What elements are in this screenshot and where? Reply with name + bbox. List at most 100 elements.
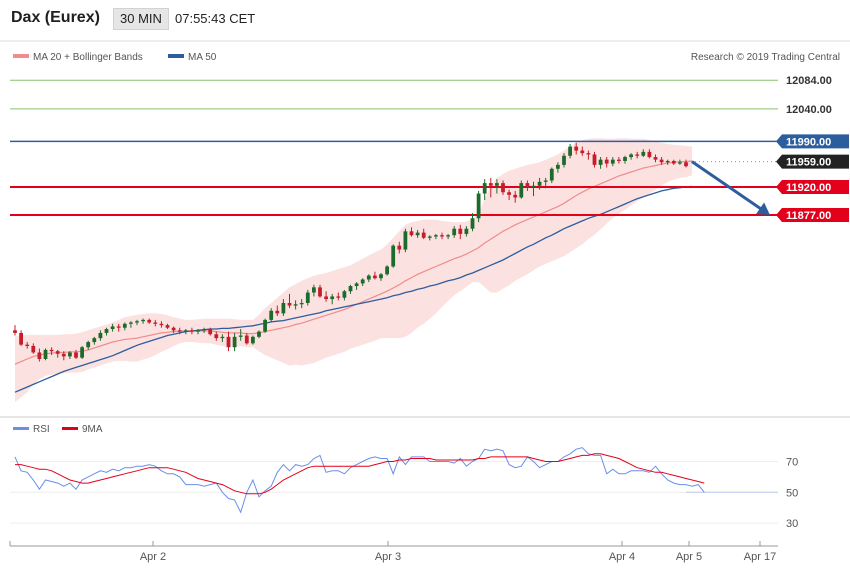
candle-body [281,302,286,314]
candle-body [427,236,432,238]
candle-body [409,231,414,236]
candle-body [141,319,145,322]
level-label-target: 12084.00 [786,75,832,87]
candle-body [330,296,335,300]
candle-body [354,283,359,287]
time-axis: Apr 2 Apr 3 Apr 4 Apr 5 Apr 17 [9,541,778,563]
candle-body [684,162,688,167]
candle-body [617,159,621,161]
candle-body [537,181,542,186]
candle-body [275,310,280,314]
candle-body [37,352,42,359]
candle-body [31,345,36,353]
candle-body [452,228,457,236]
candle-body [196,330,200,332]
rsi-panel: 30 50 70 [10,447,798,530]
bollinger-band [15,138,693,402]
level-box-last-price [776,154,849,169]
ma50-legend-label: MA 50 [188,52,217,63]
candle-body [379,274,383,279]
candle-body [226,336,231,348]
candle-body [129,322,133,324]
candle-body [678,162,682,164]
candle-body [531,185,536,188]
candle-body [214,334,219,339]
candle-body [19,332,23,345]
candle-body [610,159,615,164]
candle-body [251,336,255,344]
timeframe-badge[interactable]: 30 MIN [113,8,169,30]
level-box-support [776,208,849,223]
time-axis-label: Apr 17 [744,551,776,563]
rsi-ma-legend-swatch [62,427,78,430]
level-label-support: 11920.00 [786,182,831,194]
candle-body [525,183,530,188]
candle-body [543,180,548,182]
candle-body [299,302,304,305]
candle-body [171,327,176,331]
candle-body [305,292,310,303]
candle-body [415,232,420,236]
time-axis-label: Apr 5 [676,551,702,563]
forecast-arrow-shaft [691,160,765,213]
ma50-legend-swatch [168,54,184,58]
level-label-support: 11877.00 [786,210,831,222]
candle-body [244,335,249,344]
rsi-legend-swatch [13,427,29,430]
candle-body [391,245,396,267]
candle-body [653,157,658,160]
level-label-pivot: 11990.00 [786,136,831,148]
candle-body [25,344,30,346]
candle-body [665,160,670,163]
candle-body [373,275,377,279]
candle-body [104,329,109,333]
rsi-ma-line [15,453,705,495]
level-label-target: 12040.00 [786,104,832,116]
candle-body [580,150,585,154]
rsi-tick-label: 70 [786,457,798,469]
candle-body [98,332,103,339]
candle-body [598,159,603,165]
rsi-legend: RSI 9MA [13,424,103,435]
main-legend: MA 20 + Bollinger Bands MA 50 Research ©… [13,52,840,63]
candle-body [501,183,505,193]
bollinger-legend-label: MA 20 + Bollinger Bands [33,52,143,63]
level-box-support [776,180,849,195]
time-axis-label: Apr 3 [375,551,401,563]
chart-header: Dax (Eurex) 30 MIN 07:55:43 CET [0,0,850,38]
candle-body [55,351,60,354]
candle-body [122,323,127,328]
candle-body [513,194,518,198]
bollinger-legend-swatch [13,54,29,58]
candle-body [318,287,322,297]
credit-text: Research © 2019 Trading Central [691,52,840,63]
candle-body [232,336,237,348]
candle-body [287,302,292,306]
candle-body [446,235,450,237]
candle-body [220,336,225,339]
price-panel: 12084.00 12040.00 11990.00 11959.00 11920.00… [10,75,849,402]
level-box-pivot [776,134,849,149]
candle-body [202,329,206,331]
candle-body [324,296,328,300]
candle-body [208,329,213,335]
candle-body [488,183,493,186]
candle-body [647,151,652,158]
candle-body [574,146,579,151]
candle-body [293,304,298,306]
rsi-tick-label: 50 [786,487,798,499]
candle-body [592,154,597,165]
candle-body [440,235,444,237]
candle-body [177,330,182,332]
candle-body [458,228,463,234]
candle-body [549,168,554,181]
candle-body [80,347,84,358]
candle-body [147,319,152,323]
candle-body [263,319,267,332]
candle-body [470,218,475,229]
forecast-arrow-head [756,202,770,215]
candle-body [68,352,72,357]
candle-body [312,287,316,293]
candle-body [421,232,426,238]
